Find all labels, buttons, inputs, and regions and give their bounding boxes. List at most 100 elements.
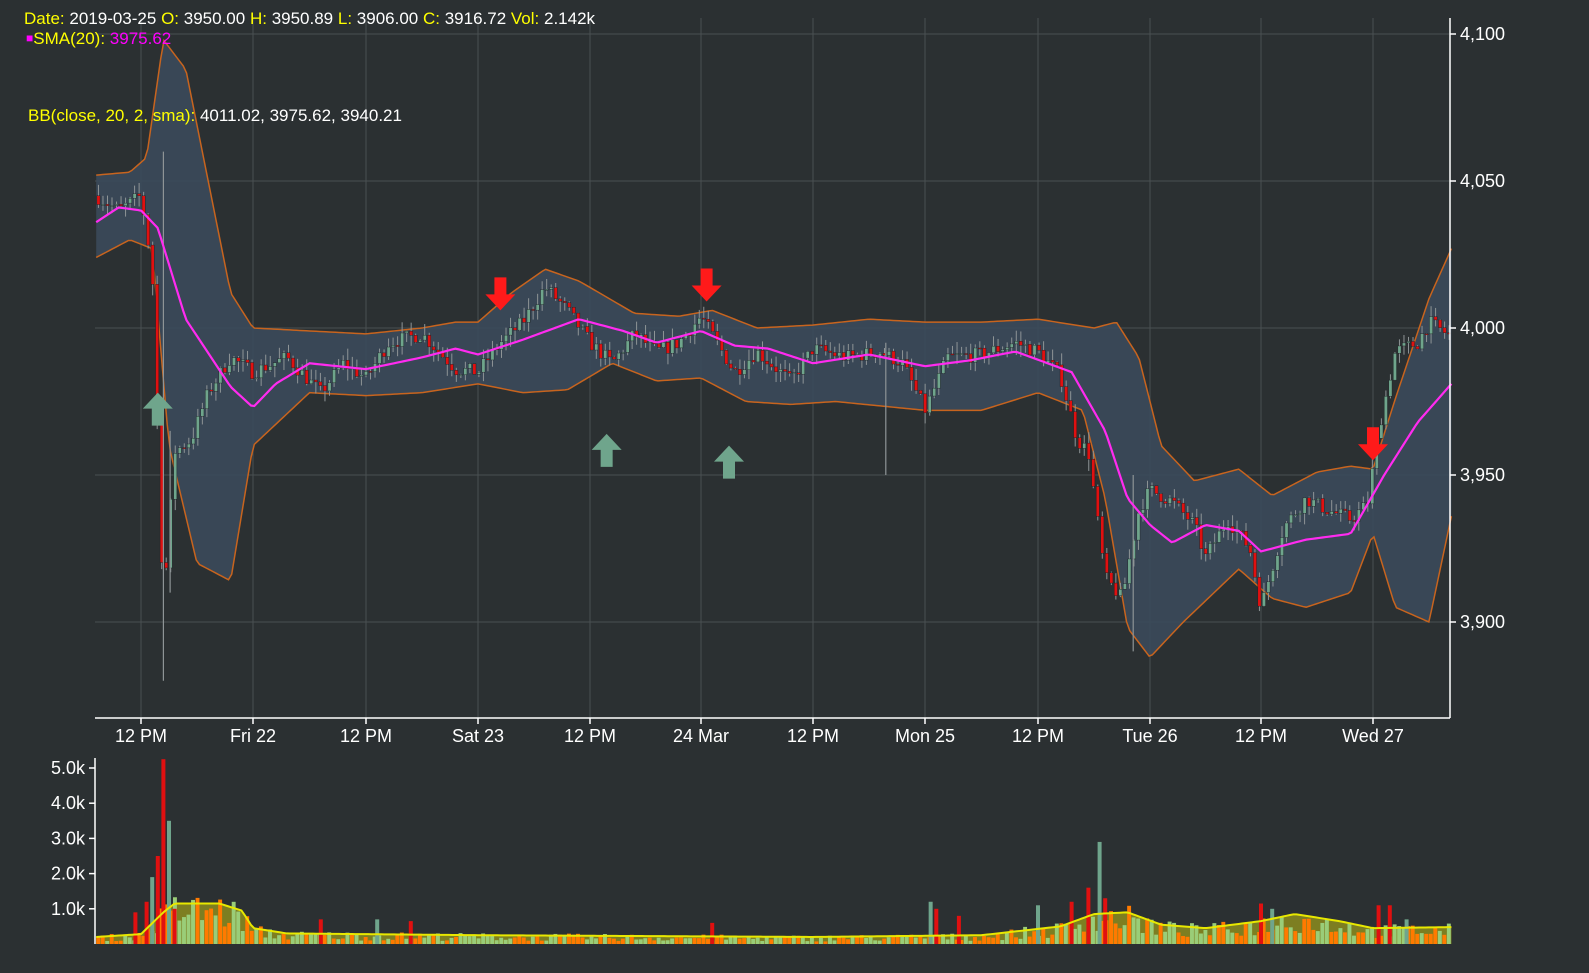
legend-volume-label: Vol: [510, 9, 540, 28]
candle [968, 343, 973, 371]
volume-bar [620, 938, 625, 944]
candle [1298, 510, 1302, 523]
volume-bar [837, 937, 841, 944]
candle [1073, 404, 1078, 447]
volume-bar [1361, 932, 1365, 944]
candle [227, 353, 232, 376]
volume-bar [1293, 931, 1298, 944]
sell-arrow-5 [1358, 427, 1388, 461]
volume-bar [562, 935, 567, 944]
volume-bar [755, 937, 760, 944]
candle [1433, 307, 1438, 327]
candle [553, 282, 558, 302]
volume-bar [814, 941, 819, 944]
volume-bar [503, 939, 508, 944]
candle [277, 347, 282, 364]
volume-spike-bar [155, 856, 160, 944]
volume-bar [959, 940, 964, 944]
candle [796, 362, 801, 383]
candle [209, 383, 214, 396]
candle [670, 328, 675, 357]
time-tick-label: Wed 27 [1342, 726, 1404, 746]
candle [413, 333, 418, 344]
candle [792, 368, 796, 384]
candle [819, 335, 824, 348]
candle [544, 278, 549, 297]
candle [1005, 342, 1009, 358]
candle [1262, 582, 1266, 607]
candle [200, 402, 205, 425]
bb-lower-band [95, 239, 1453, 657]
volume-bar [1333, 931, 1338, 944]
legend-volume-value: 2.142k [544, 9, 596, 28]
volume-bar [850, 937, 855, 944]
volume-bar [692, 937, 697, 944]
bb-upper-band [96, 38, 1453, 496]
candle [1109, 571, 1114, 586]
volume-bar [991, 937, 996, 944]
volume-bar [1163, 931, 1168, 944]
candle [1402, 335, 1406, 355]
candle [300, 364, 304, 376]
volume-bar [986, 937, 991, 944]
volume-bar [1113, 923, 1118, 944]
time-tick-label: Fri 22 [230, 726, 276, 746]
volume-bar [611, 938, 616, 944]
candle [445, 347, 450, 376]
volume-bar [521, 937, 526, 944]
candle [1150, 482, 1154, 497]
volume-spike-bar [150, 877, 155, 944]
candle [486, 348, 490, 372]
candle [282, 350, 286, 371]
volume-bar [715, 936, 719, 944]
candle [711, 319, 715, 333]
candlesticks [96, 151, 1451, 681]
time-tick-label: 12 PM [787, 726, 839, 746]
candle [666, 339, 670, 365]
volume-bar [567, 933, 571, 944]
volume-bar [557, 934, 562, 944]
volume-bar [950, 933, 955, 944]
volume-spike-bar [710, 922, 715, 944]
volume-bar [1428, 933, 1433, 944]
volume-bar [1207, 935, 1212, 944]
candle [973, 344, 978, 372]
candle [1194, 508, 1199, 536]
volume-bar [1365, 929, 1370, 944]
volume-bar [769, 939, 774, 944]
volume-bar [417, 933, 422, 944]
volume-bar [841, 937, 846, 944]
candle [558, 296, 563, 312]
candle [1325, 511, 1329, 516]
candle [787, 363, 792, 377]
candle [314, 369, 318, 394]
volume-bar [1266, 931, 1271, 944]
candle [923, 383, 927, 424]
volume-bar [746, 936, 751, 944]
volume-bar [481, 933, 486, 944]
volume-bar [449, 937, 454, 944]
candle [1248, 544, 1253, 557]
candle [1100, 511, 1105, 559]
volume-bar [359, 940, 364, 944]
volume-bar [1379, 935, 1384, 944]
candle [747, 349, 751, 380]
candle [1118, 582, 1123, 598]
candle [1334, 504, 1339, 515]
volume-bar [1050, 934, 1055, 944]
candle [1154, 485, 1159, 496]
candle [675, 339, 679, 354]
candle [1114, 573, 1118, 600]
candle [765, 351, 769, 374]
candle [1181, 498, 1186, 520]
candle [504, 327, 508, 351]
candle [1177, 498, 1181, 507]
volume-bar [336, 939, 341, 944]
volume-bar [796, 935, 801, 944]
volume-bar [363, 937, 368, 944]
volume-bar [508, 938, 513, 944]
volume-spike-bar [1036, 905, 1040, 944]
volume-bar [580, 937, 585, 944]
candle [918, 390, 923, 396]
